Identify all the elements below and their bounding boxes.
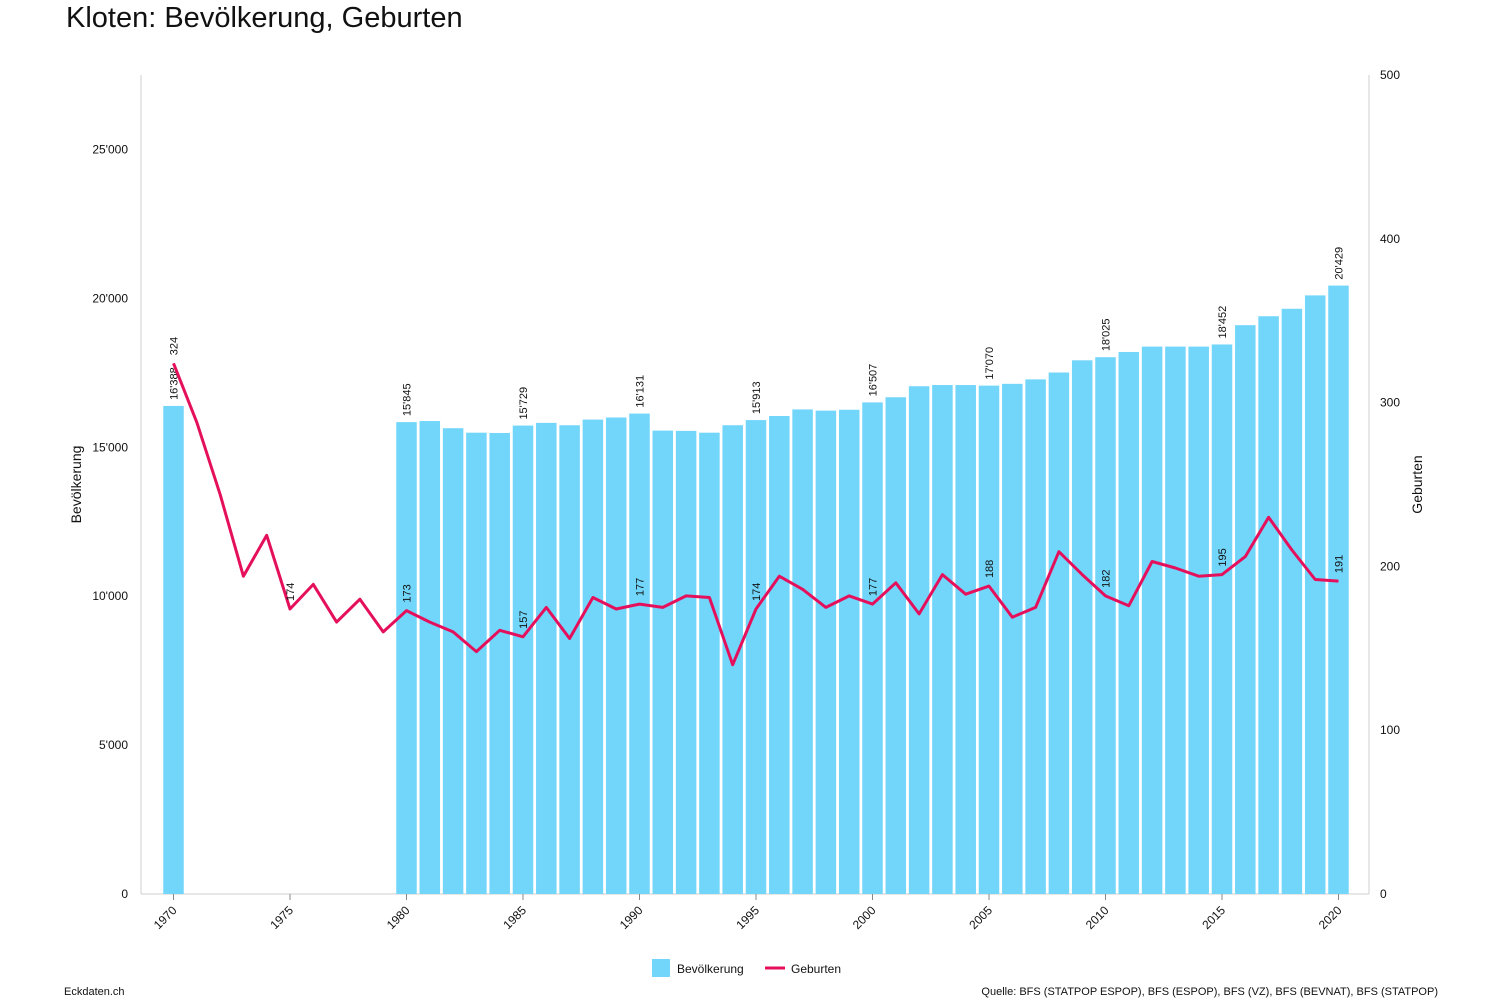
line-data-label: 174 [285,583,297,601]
line-data-label: 177 [868,578,880,596]
bar-bevoelkerung [1141,346,1163,894]
line-geburten [172,362,1339,667]
legend-label-geburten: Geburten [791,962,841,976]
bar-bevoelkerung [955,385,976,894]
line-data-label: 182 [1101,570,1113,588]
bar-data-label: 16'131 [635,375,647,408]
bar-bevoelkerung [396,422,417,894]
bar-bevoelkerung [1235,325,1256,895]
bar-data-label: 17'070 [984,347,996,380]
bar-data-label: 15'729 [518,387,530,420]
y-right-tick-label: 300 [1380,396,1400,410]
bar-bevoelkerung [442,428,464,894]
x-tick-label: 1970 [151,903,180,932]
y-left-tick-label: 25'000 [92,142,128,156]
bar-bevoelkerung [1025,379,1046,894]
x-tick-label: 2000 [850,903,879,932]
bar-bevoelkerung [163,405,184,894]
bar-bevoelkerung [1188,346,1209,894]
y-right-axis-title: Geburten [1409,455,1425,513]
bar-bevoelkerung [815,410,837,894]
y-right-tick-label: 200 [1380,559,1400,573]
line-data-label: 173 [402,584,414,602]
bar-bevoelkerung [629,413,650,894]
bar-bevoelkerung [978,385,1000,894]
bar-bevoelkerung [1118,351,1140,894]
bar-bevoelkerung [769,416,790,894]
x-tick-label: 1975 [267,903,296,932]
x-tick-label: 1980 [384,903,413,932]
x-tick-label: 1985 [500,903,529,932]
bar-bevoelkerung [419,421,441,894]
footer-source: Quelle: BFS (STATPOP ESPOP), BFS (ESPOP)… [981,986,1438,998]
bar-bevoelkerung [1304,295,1326,894]
bar-bevoelkerung [745,420,767,894]
bar-bevoelkerung [1328,285,1349,894]
y-right-tick-label: 0 [1380,887,1387,901]
bar-bevoelkerung [489,432,510,894]
bar-bevoelkerung [652,430,674,894]
line-data-label: 177 [635,578,647,596]
bar-bevoelkerung [908,386,930,894]
bar-bevoelkerung [1095,357,1116,894]
x-tick-label: 1995 [733,903,762,932]
bar-bevoelkerung [792,409,813,894]
bar-data-label: 15'845 [402,383,414,416]
legend-swatch-bevoelkerung [652,959,670,977]
bar-bevoelkerung [536,422,557,894]
legend-label-bevoelkerung: Bevölkerung [677,962,744,976]
y-right-tick-label: 500 [1380,68,1400,82]
bar-bevoelkerung [722,425,743,894]
y-left-axis-title: Bevölkerung [68,446,84,524]
y-left-tick-label: 15'000 [92,440,128,454]
bar-bevoelkerung [1048,372,1070,894]
bar-bevoelkerung [932,385,953,894]
y-left-tick-label: 5'000 [99,738,128,752]
bar-bevoelkerung [559,425,580,894]
line-data-label: 157 [518,610,530,628]
page-title: Kloten: Bevölkerung, Geburten [66,2,463,34]
x-tick-label: 2010 [1083,903,1112,932]
line-data-label: 324 [169,337,181,355]
y-left-tick-label: 0 [121,887,128,901]
y-left-tick-label: 20'000 [92,291,128,305]
y-right-tick-label: 400 [1380,232,1400,246]
line-data-label: 191 [1334,555,1346,573]
x-tick-label: 2020 [1316,903,1345,932]
bar-bevoelkerung [699,432,720,894]
bar-bevoelkerung [885,397,907,894]
line-data-label: 188 [984,560,996,578]
y-left-tick-label: 10'000 [92,589,128,603]
bar-bevoelkerung [838,409,860,894]
bar-bevoelkerung [1211,344,1233,894]
y-right-tick-label: 100 [1380,723,1400,737]
bar-bevoelkerung [512,425,534,894]
bar-data-label: 16'388 [169,367,181,400]
bar-bevoelkerung [862,402,883,894]
bar-bevoelkerung [605,417,627,894]
bar-bevoelkerung [675,430,697,894]
line-data-label: 195 [1217,548,1229,566]
bar-bevoelkerung [466,432,487,894]
bar-data-label: 18'025 [1101,318,1113,351]
x-tick-label: 2015 [1199,903,1228,932]
x-tick-label: 2005 [966,903,995,932]
bar-bevoelkerung [1071,360,1093,894]
bar-bevoelkerung [1281,308,1303,895]
bar-bevoelkerung [1258,316,1279,894]
bar-data-label: 18'452 [1217,306,1229,339]
bar-bevoelkerung [582,419,604,894]
footer-site-name: Eckdaten.ch [64,986,125,998]
bar-data-label: 16'507 [868,364,880,397]
bar-bevoelkerung [1002,383,1023,894]
bar-bevoelkerung [1165,346,1186,894]
x-tick-label: 1990 [617,903,646,932]
line-data-label: 174 [751,583,763,601]
bar-data-label: 20'429 [1334,247,1346,280]
bar-data-label: 15'913 [751,381,763,414]
